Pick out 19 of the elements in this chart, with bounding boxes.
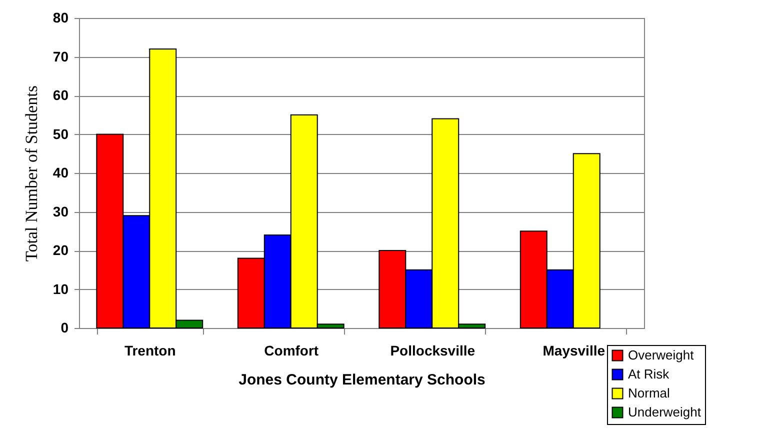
- y-tick-label: 20: [52, 242, 69, 258]
- x-tick-label: Comfort: [264, 342, 319, 358]
- y-axis-title: Total Number of Students: [22, 86, 41, 262]
- legend-label: Overweight: [628, 348, 694, 362]
- y-tick-label: 30: [52, 203, 69, 220]
- legend-label: At Risk: [628, 366, 670, 382]
- legend-label: Normal: [628, 386, 670, 400]
- x-tick-label: Pollocksville: [390, 342, 476, 358]
- y-tick-label: 40: [52, 164, 69, 180]
- y-tick-label: 50: [52, 126, 69, 142]
- legend-label: Underweight: [628, 404, 702, 420]
- y-tick-label: 60: [52, 87, 69, 103]
- x-axis-title: Jones County Elementary Schools: [238, 372, 486, 388]
- y-tick-label: 0: [60, 320, 69, 336]
- x-tick-label: Maysville: [542, 342, 606, 358]
- x-tick-label: Trenton: [124, 342, 176, 358]
- y-tick-label: 10: [52, 280, 69, 297]
- y-tick-label: 80: [52, 10, 69, 26]
- y-tick-label: 70: [52, 48, 69, 64]
